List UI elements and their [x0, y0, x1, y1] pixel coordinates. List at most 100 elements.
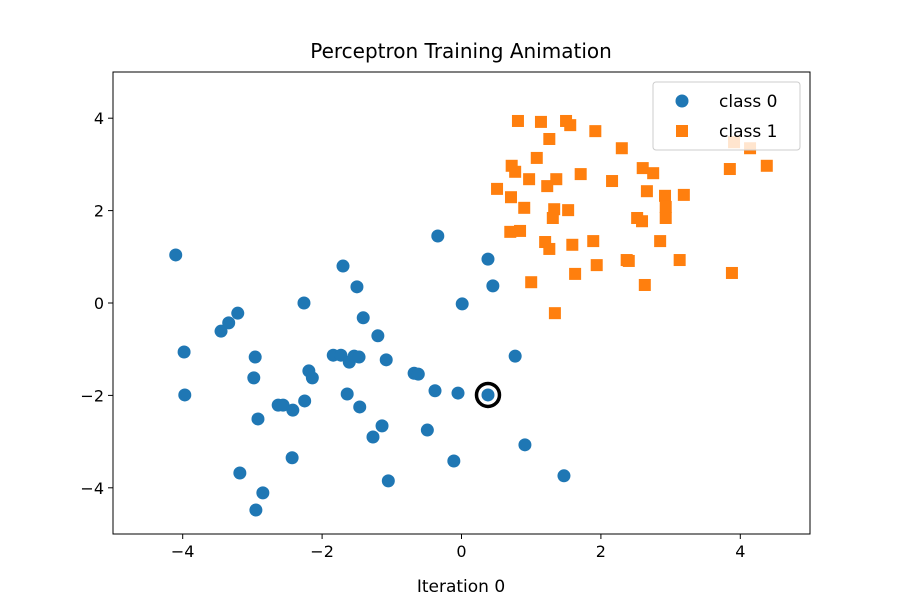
- class-0-point: [557, 469, 571, 483]
- class-0-point: [285, 451, 299, 465]
- class-0-point: [214, 324, 228, 338]
- class-1-point: [636, 162, 649, 175]
- class-1-point: [564, 119, 577, 132]
- class-1-point: [647, 167, 660, 180]
- class-1-point: [590, 259, 603, 272]
- class-0-point: [276, 398, 290, 412]
- class-0-point: [297, 296, 311, 310]
- class-0-point: [340, 387, 354, 401]
- class-0-point: [251, 412, 265, 426]
- class-0-point: [231, 306, 245, 320]
- class-0-point: [481, 252, 495, 266]
- class-0-point: [353, 400, 367, 414]
- class-0-point: [455, 297, 469, 311]
- class-1-point: [659, 200, 672, 213]
- y-tick-label: 4: [94, 109, 104, 128]
- class-1-point: [505, 159, 518, 172]
- x-tick-label: −2: [310, 542, 334, 561]
- y-tick-label: −2: [80, 386, 104, 405]
- class-0-point: [371, 329, 385, 343]
- class-1-point: [654, 235, 667, 248]
- class-1-point: [543, 242, 556, 255]
- class-0-point: [411, 367, 425, 381]
- class-1-point: [543, 132, 556, 145]
- y-tick-label: 2: [94, 202, 104, 221]
- class-0-point: [518, 438, 532, 452]
- class-0-point: [447, 454, 461, 468]
- class-1-point: [615, 142, 628, 155]
- class-1-point: [548, 307, 561, 320]
- class-1-point: [760, 159, 773, 172]
- class-1-point: [725, 266, 738, 279]
- class-1-point: [677, 188, 690, 201]
- class-0-point: [486, 279, 500, 293]
- class-0-point: [375, 419, 389, 433]
- x-axis-label: Iteration 0: [417, 577, 505, 597]
- class-0-point: [508, 349, 522, 363]
- legend-label-class-0: class 0: [719, 92, 777, 112]
- legend-marker-class-0: [675, 94, 689, 108]
- plot-area-frame: [112, 71, 811, 535]
- class-1-point: [511, 114, 524, 127]
- class-0-point: [247, 371, 261, 385]
- class-0-point: [222, 316, 236, 330]
- legend-label-class-1: class 1: [719, 122, 777, 142]
- class-1-point: [514, 224, 527, 237]
- x-tick-label: −4: [171, 542, 195, 561]
- class-1-point: [525, 276, 538, 289]
- class-0-point: [352, 350, 366, 364]
- class-1-point: [546, 211, 559, 224]
- legend-marker-class-1: [676, 125, 688, 137]
- class-0-point: [248, 350, 262, 364]
- class-1-point: [659, 211, 672, 224]
- highlighted-point-ring: [474, 381, 502, 409]
- class-1-point: [589, 125, 602, 138]
- x-tick-label: 4: [735, 542, 745, 561]
- class-0-point: [350, 280, 364, 294]
- y-tick-label: 0: [94, 294, 104, 313]
- class-0-point: [381, 474, 395, 488]
- class-0-point: [286, 403, 300, 417]
- legend: class 0 class 1: [652, 81, 801, 151]
- class-1-point: [587, 235, 600, 248]
- class-1-point: [504, 225, 517, 238]
- class-1-point: [569, 267, 582, 280]
- chart-title: Perceptron Training Animation: [310, 39, 612, 63]
- class-0-point: [356, 311, 370, 325]
- class-0-point: [233, 466, 247, 480]
- class-0-point: [431, 229, 445, 243]
- class-1-point: [530, 151, 543, 164]
- class-1-point: [636, 215, 649, 228]
- class-0-point: [178, 388, 192, 402]
- class-0-point: [336, 259, 350, 273]
- class-1-point: [673, 254, 686, 267]
- class-1-point: [640, 185, 653, 198]
- class-1-point: [622, 254, 635, 267]
- legend-box: [652, 81, 801, 151]
- class-1-point: [638, 278, 651, 291]
- class-0-point: [481, 388, 495, 402]
- y-tick-label: −4: [80, 479, 104, 498]
- class-1-point: [491, 182, 504, 195]
- class-1-point: [659, 189, 672, 202]
- class-0-point: [451, 386, 465, 400]
- class-1-point: [541, 180, 554, 193]
- x-tick-label: 2: [596, 542, 606, 561]
- class-1-point: [562, 204, 575, 217]
- class-0-point: [169, 248, 183, 262]
- class-0-point: [420, 423, 434, 437]
- class-0-point: [366, 430, 380, 444]
- class-0-point: [428, 384, 442, 398]
- class-1-point: [504, 191, 517, 204]
- class-0-point: [256, 486, 270, 500]
- class-0-point: [298, 394, 312, 408]
- class-1-point: [523, 173, 536, 186]
- class-1-point: [534, 115, 547, 128]
- class-1-point: [550, 173, 563, 186]
- x-tick-label: 0: [456, 542, 466, 561]
- class-0-point: [249, 503, 263, 517]
- class-1-point: [606, 175, 619, 188]
- class-0-point: [305, 371, 319, 385]
- class-0-point: [379, 353, 393, 367]
